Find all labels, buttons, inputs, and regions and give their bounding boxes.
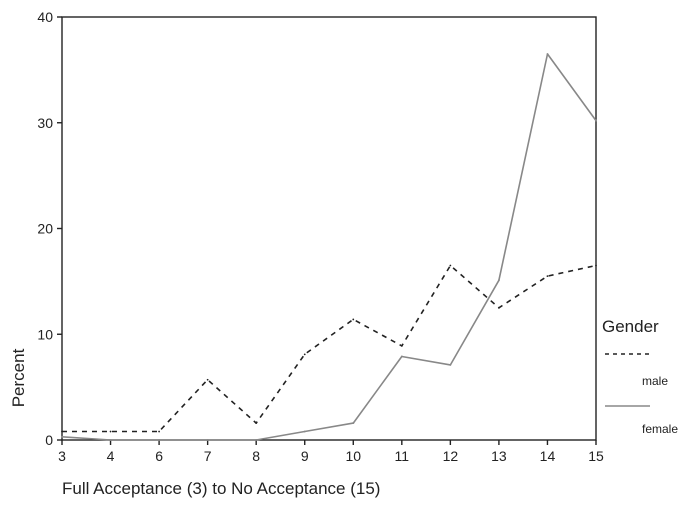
data-point-female xyxy=(595,119,597,122)
x-tick-label: 8 xyxy=(252,448,260,464)
data-point-female xyxy=(546,53,549,55)
data-point-male xyxy=(109,430,112,433)
data-point-male xyxy=(498,306,500,309)
data-point-male xyxy=(449,264,452,267)
data-point-male xyxy=(206,378,209,381)
data-point-male xyxy=(352,318,355,321)
y-tick-label: 20 xyxy=(37,221,53,237)
series-line-male xyxy=(62,264,597,433)
data-point-female xyxy=(400,355,403,358)
x-tick-label: 13 xyxy=(491,448,507,464)
legend-label-female: female xyxy=(642,422,678,436)
series-line-female xyxy=(61,53,597,441)
x-tick-label: 11 xyxy=(395,448,410,464)
data-point-female xyxy=(61,435,63,438)
legend: Gender male female xyxy=(602,317,678,436)
data-point-male xyxy=(61,430,63,433)
y-axis-ticks: 0 10 20 30 40 xyxy=(37,9,62,448)
series-layer xyxy=(61,53,597,441)
data-point-male xyxy=(546,275,549,277)
plot-border xyxy=(61,16,597,441)
data-point-female xyxy=(303,430,306,433)
y-tick-label: 0 xyxy=(45,432,53,448)
y-tick-label: 30 xyxy=(37,115,53,131)
data-point-female xyxy=(109,439,112,441)
x-tick-label: 6 xyxy=(155,448,163,464)
data-point-male xyxy=(400,344,403,347)
y-axis-title: Percent xyxy=(9,348,28,407)
data-point-female xyxy=(255,439,258,441)
data-point-female xyxy=(206,439,209,441)
data-point-male xyxy=(303,353,306,356)
x-axis-title: Full Acceptance (3) to No Acceptance (15… xyxy=(62,479,380,498)
x-tick-label: 9 xyxy=(301,448,309,464)
x-tick-label: 10 xyxy=(345,448,361,464)
x-axis-ticks: 3 4 6 7 8 9 10 11 12 13 14 15 xyxy=(58,440,604,464)
data-point-female xyxy=(352,422,355,424)
x-tick-label: 3 xyxy=(58,448,66,464)
data-point-male xyxy=(158,430,160,433)
data-point-male xyxy=(255,422,258,424)
x-tick-label: 15 xyxy=(588,448,604,464)
x-tick-label: 7 xyxy=(204,448,212,464)
y-tick-label: 10 xyxy=(37,326,53,342)
plot-frame xyxy=(61,16,597,441)
data-point-female xyxy=(498,279,500,282)
data-point-female xyxy=(158,439,160,441)
x-tick-label: 12 xyxy=(443,448,459,464)
x-tick-label: 4 xyxy=(107,448,115,464)
data-point-female xyxy=(449,364,452,366)
data-point-male xyxy=(595,264,597,267)
x-tick-label: 14 xyxy=(540,448,556,464)
legend-title: Gender xyxy=(602,317,659,336)
y-tick-label: 40 xyxy=(37,9,53,25)
legend-label-male: male xyxy=(642,374,668,388)
